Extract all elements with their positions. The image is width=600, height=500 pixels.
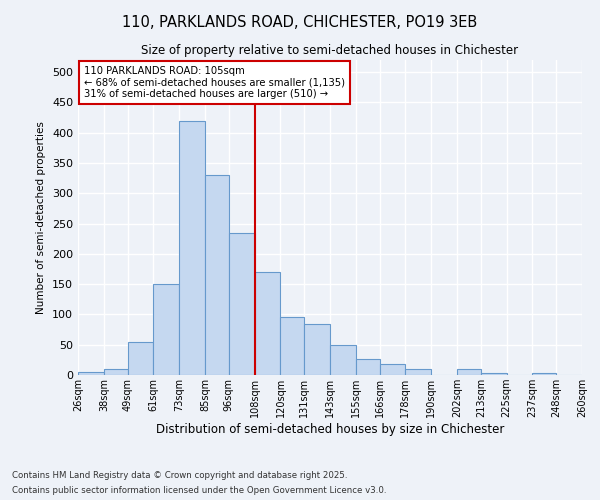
- Bar: [179, 120, 205, 375]
- Bar: [154, 284, 179, 375]
- Bar: [104, 369, 128, 375]
- Bar: [532, 373, 556, 375]
- Text: 110, PARKLANDS ROAD, CHICHESTER, PO19 3EB: 110, PARKLANDS ROAD, CHICHESTER, PO19 3E…: [122, 15, 478, 30]
- Bar: [78, 372, 104, 375]
- Bar: [128, 342, 154, 375]
- Bar: [457, 369, 481, 375]
- Bar: [280, 318, 304, 375]
- X-axis label: Distribution of semi-detached houses by size in Chichester: Distribution of semi-detached houses by …: [156, 423, 504, 436]
- Bar: [254, 272, 280, 375]
- Bar: [380, 364, 406, 375]
- Bar: [406, 369, 431, 375]
- Bar: [205, 175, 229, 375]
- Text: 110 PARKLANDS ROAD: 105sqm
← 68% of semi-detached houses are smaller (1,135)
31%: 110 PARKLANDS ROAD: 105sqm ← 68% of semi…: [85, 66, 346, 100]
- Bar: [330, 344, 356, 375]
- Text: Contains HM Land Registry data © Crown copyright and database right 2025.: Contains HM Land Registry data © Crown c…: [12, 471, 347, 480]
- Title: Size of property relative to semi-detached houses in Chichester: Size of property relative to semi-detach…: [142, 44, 518, 58]
- Text: Contains public sector information licensed under the Open Government Licence v3: Contains public sector information licen…: [12, 486, 386, 495]
- Bar: [304, 324, 330, 375]
- Bar: [229, 232, 254, 375]
- Bar: [481, 373, 506, 375]
- Bar: [356, 358, 380, 375]
- Y-axis label: Number of semi-detached properties: Number of semi-detached properties: [37, 121, 46, 314]
